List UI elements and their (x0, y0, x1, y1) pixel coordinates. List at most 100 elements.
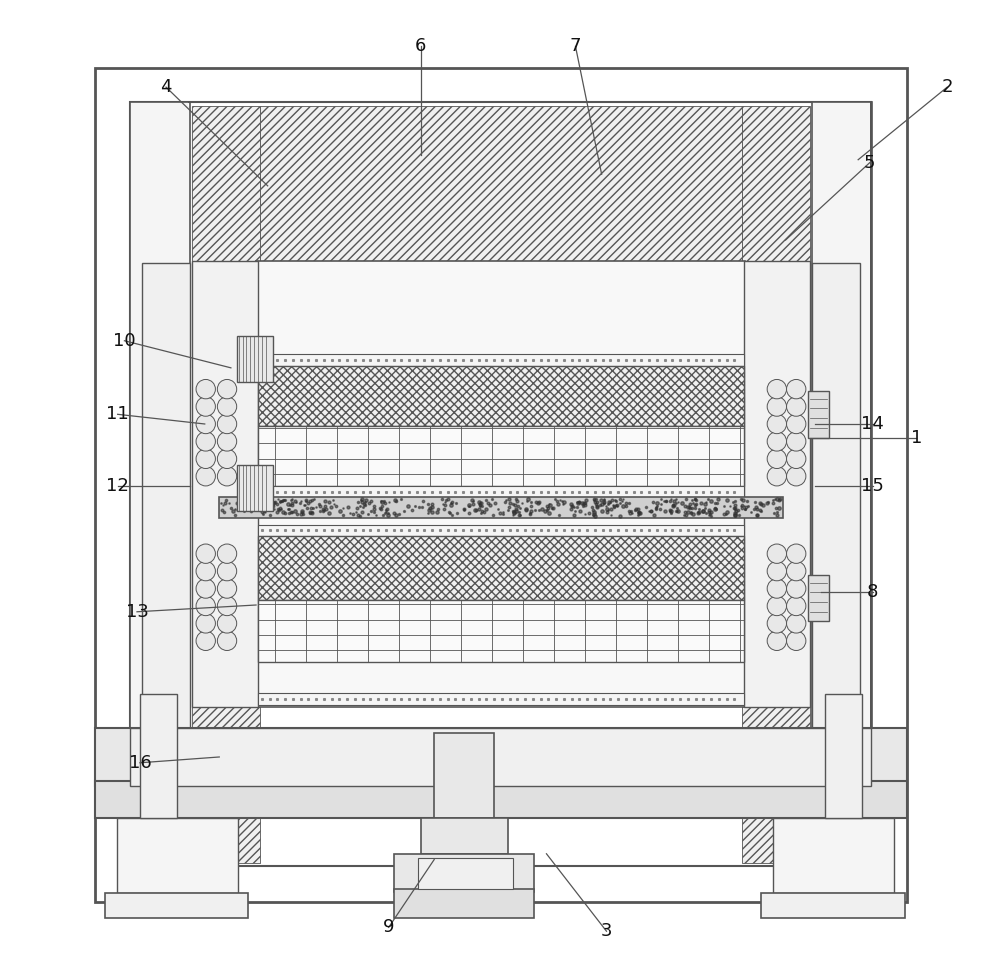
Bar (192, 626, 260, 863)
Circle shape (767, 561, 787, 581)
Bar (773, 818, 894, 893)
Circle shape (217, 596, 237, 616)
Circle shape (787, 614, 806, 633)
Bar (258, 600, 744, 662)
Bar (394, 889, 534, 918)
Bar (812, 102, 870, 866)
Circle shape (787, 631, 806, 650)
Text: 3: 3 (601, 923, 612, 940)
Circle shape (787, 579, 806, 598)
Text: 15: 15 (861, 477, 884, 495)
Bar (808, 575, 829, 621)
Circle shape (217, 631, 237, 650)
Circle shape (217, 579, 237, 598)
Circle shape (767, 379, 787, 399)
Text: 2: 2 (941, 78, 953, 96)
Bar (258, 486, 744, 498)
Bar (258, 693, 744, 705)
Text: 9: 9 (383, 919, 394, 936)
Text: 7: 7 (570, 38, 581, 55)
Bar (219, 497, 783, 518)
Text: 13: 13 (126, 603, 148, 620)
Circle shape (787, 432, 806, 451)
Circle shape (196, 379, 215, 399)
Text: 16: 16 (129, 754, 151, 771)
Circle shape (767, 579, 787, 598)
Circle shape (217, 467, 237, 486)
Bar (117, 818, 238, 893)
Bar (761, 893, 905, 918)
Circle shape (217, 397, 237, 416)
Circle shape (217, 449, 237, 469)
Circle shape (787, 449, 806, 469)
Bar (105, 893, 248, 918)
Circle shape (196, 579, 215, 598)
Circle shape (767, 467, 787, 486)
Circle shape (767, 432, 787, 451)
Bar (142, 263, 190, 728)
Bar (134, 106, 865, 368)
Bar (95, 68, 907, 902)
Circle shape (787, 397, 806, 416)
Bar (258, 366, 744, 426)
Text: 4: 4 (160, 78, 172, 96)
Text: 11: 11 (106, 406, 129, 423)
Circle shape (196, 614, 215, 633)
Text: 10: 10 (113, 332, 136, 349)
Circle shape (196, 544, 215, 563)
Circle shape (787, 379, 806, 399)
Circle shape (196, 467, 215, 486)
Bar (258, 536, 744, 600)
Bar (258, 354, 744, 366)
Circle shape (787, 544, 806, 563)
Text: 1: 1 (911, 429, 922, 446)
Bar (418, 858, 513, 889)
Bar (130, 102, 871, 866)
Circle shape (196, 414, 215, 434)
Bar (258, 426, 744, 486)
Bar (130, 102, 190, 866)
Circle shape (787, 414, 806, 434)
Bar (237, 465, 273, 511)
Text: 6: 6 (415, 38, 426, 55)
Bar (256, 261, 745, 707)
Circle shape (767, 544, 787, 563)
Circle shape (217, 432, 237, 451)
Circle shape (196, 432, 215, 451)
Bar (130, 102, 188, 866)
Circle shape (196, 397, 215, 416)
Circle shape (767, 449, 787, 469)
Circle shape (196, 596, 215, 616)
Bar (95, 781, 907, 818)
Circle shape (217, 414, 237, 434)
Text: 8: 8 (867, 584, 878, 601)
Bar (742, 106, 810, 368)
Bar (258, 525, 744, 536)
Bar (825, 694, 862, 818)
Circle shape (767, 397, 787, 416)
Circle shape (787, 596, 806, 616)
Circle shape (217, 614, 237, 633)
Bar (260, 106, 742, 263)
Bar (130, 728, 871, 786)
Circle shape (196, 449, 215, 469)
Bar (95, 728, 907, 786)
Bar (192, 106, 260, 368)
Circle shape (767, 414, 787, 434)
Circle shape (217, 544, 237, 563)
Bar (742, 626, 810, 863)
Bar (140, 694, 177, 818)
Circle shape (196, 561, 215, 581)
Circle shape (767, 614, 787, 633)
Circle shape (787, 467, 806, 486)
Bar (812, 102, 872, 866)
Bar (434, 733, 494, 818)
Text: 12: 12 (106, 477, 129, 495)
Bar (394, 854, 534, 892)
Bar (744, 261, 810, 707)
Circle shape (196, 631, 215, 650)
Circle shape (767, 596, 787, 616)
Bar (808, 391, 829, 438)
Bar (192, 261, 258, 707)
Circle shape (767, 631, 787, 650)
